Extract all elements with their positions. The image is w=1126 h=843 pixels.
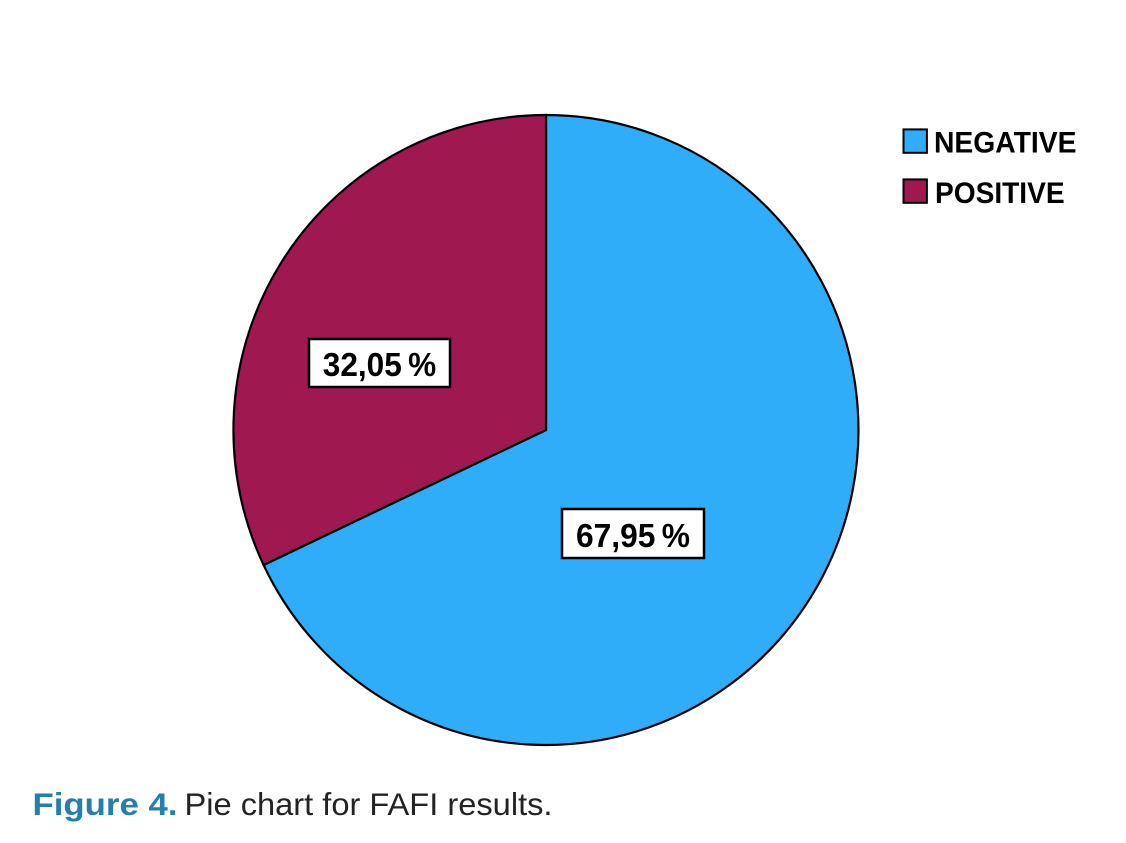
- svg-text:32,05 %: 32,05 %: [323, 346, 437, 383]
- svg-text:Figure 4.: Figure 4.: [33, 786, 178, 822]
- svg-text:Pie chart for FAFI results.: Pie chart for FAFI results.: [185, 786, 553, 822]
- svg-text:POSITIVE: POSITIVE: [935, 177, 1065, 210]
- svg-text:NEGATIVE: NEGATIVE: [934, 127, 1077, 160]
- svg-text:67,95 %: 67,95 %: [576, 517, 690, 554]
